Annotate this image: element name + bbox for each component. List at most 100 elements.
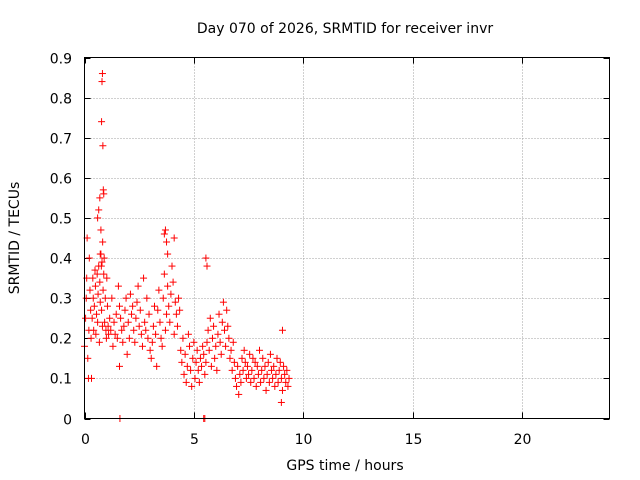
data-point: [204, 326, 212, 334]
data-point: [176, 306, 184, 314]
data-point: [86, 286, 94, 294]
data-point: [167, 290, 175, 298]
data-point: [259, 354, 267, 362]
data-point: [89, 274, 97, 282]
data-point: [202, 358, 210, 366]
data-point: [145, 310, 153, 318]
data-point: [89, 294, 97, 302]
data-point: [226, 354, 234, 362]
data-point: [202, 254, 210, 262]
data-point: [179, 334, 187, 342]
data-point: [163, 310, 171, 318]
data-point: [132, 314, 140, 322]
data-point: [136, 306, 144, 314]
data-point: [152, 330, 160, 338]
data-point: [141, 318, 149, 326]
data-point: [161, 226, 169, 234]
data-point: [200, 350, 208, 358]
y-tick-label: 0.3: [50, 292, 72, 308]
data-point: [262, 386, 270, 394]
data-point: [276, 358, 284, 366]
data-point: [98, 118, 106, 126]
plot-frame: [84, 57, 610, 419]
data-point: [268, 366, 276, 374]
data-points: [81, 70, 293, 422]
data-point: [165, 302, 173, 310]
data-point: [94, 290, 102, 298]
data-point: [225, 334, 233, 342]
data-point: [273, 354, 281, 362]
data-point: [93, 310, 101, 318]
data-point: [269, 374, 277, 382]
data-point: [203, 338, 211, 346]
x-tick-label: 20: [514, 432, 532, 448]
data-point: [210, 322, 218, 330]
data-point: [242, 374, 250, 382]
data-point: [211, 354, 219, 362]
data-point: [270, 362, 278, 370]
data-point: [219, 298, 227, 306]
data-point: [142, 326, 150, 334]
data-point: [99, 286, 107, 294]
y-tick-label: 0.9: [50, 52, 72, 68]
data-point: [241, 358, 249, 366]
data-point: [272, 370, 280, 378]
y-tick-label: 0.6: [50, 172, 72, 188]
data-point: [194, 366, 202, 374]
axis-ticks: [84, 57, 610, 420]
data-point: [254, 370, 262, 378]
data-point: [101, 318, 109, 326]
y-tick-label: 0.2: [50, 332, 72, 348]
data-point: [111, 330, 119, 338]
data-point: [231, 374, 239, 382]
data-point: [166, 318, 174, 326]
y-tick-label: 0.8: [50, 92, 72, 108]
data-point: [190, 338, 198, 346]
y-tick-label: 0.1: [50, 372, 72, 388]
y-tick-label: 0: [63, 413, 72, 429]
data-point: [143, 294, 151, 302]
data-point: [133, 298, 141, 306]
data-point: [106, 314, 114, 322]
data-point: [159, 294, 167, 302]
data-point: [90, 326, 98, 334]
data-point: [263, 370, 271, 378]
data-point: [281, 370, 289, 378]
data-point: [102, 334, 110, 342]
data-point: [100, 270, 108, 278]
gridlines: [84, 57, 610, 419]
data-point: [147, 354, 155, 362]
data-point: [93, 270, 101, 278]
data-point: [123, 350, 131, 358]
data-point: [103, 274, 111, 282]
data-point: [214, 330, 222, 338]
data-point: [218, 318, 226, 326]
data-point: [96, 298, 104, 306]
data-point: [151, 302, 158, 310]
data-point: [104, 322, 112, 330]
data-point: [105, 330, 113, 338]
data-point: [100, 254, 108, 262]
data-point: [246, 350, 254, 358]
data-point: [183, 362, 191, 370]
data-point: [99, 238, 107, 246]
data-point: [116, 362, 123, 370]
data-point: [87, 334, 95, 342]
data-point: [95, 338, 103, 346]
data-point: [94, 214, 102, 222]
data-point: [230, 358, 238, 366]
x-tick-label: 5: [190, 432, 199, 448]
data-point: [96, 194, 104, 202]
data-point: [87, 306, 95, 314]
data-point: [153, 362, 161, 370]
data-point: [177, 346, 185, 354]
data-point: [98, 306, 106, 314]
data-point: [94, 318, 102, 326]
data-point: [178, 358, 186, 366]
data-point: [146, 346, 154, 354]
data-point: [91, 266, 99, 274]
data-point: [121, 306, 129, 314]
data-point: [217, 350, 225, 358]
y-tick-label: 0.5: [50, 212, 72, 228]
data-point: [169, 278, 177, 286]
